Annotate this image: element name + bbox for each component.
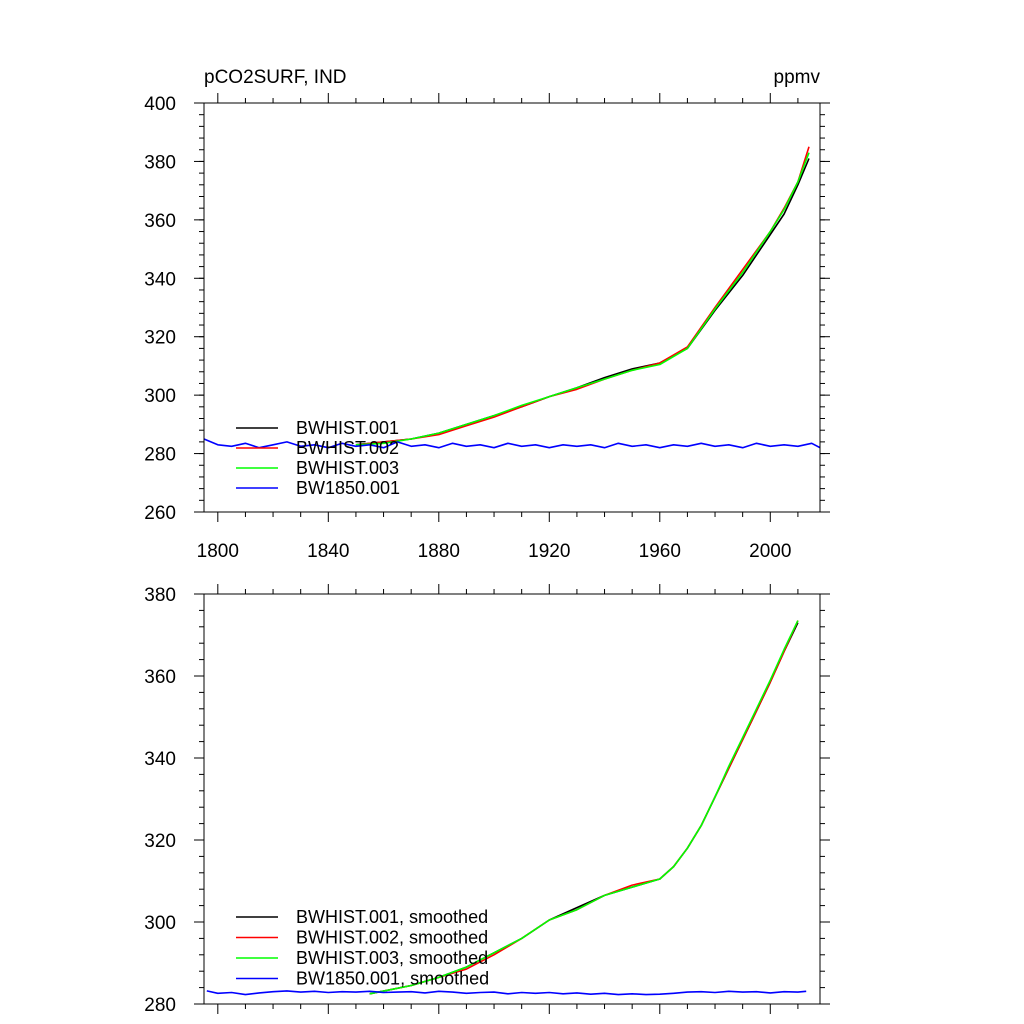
x-tick-label: 1920 xyxy=(528,541,570,562)
y-tick-label: 340 xyxy=(144,749,176,770)
chart-title-left: pCO2SURF, IND xyxy=(204,67,347,88)
series-line-4 xyxy=(204,438,820,449)
series-line-3 xyxy=(369,620,799,995)
x-tick-label: 2000 xyxy=(749,541,791,562)
series-line-1 xyxy=(355,158,810,446)
legend-label-4: BW1850.001 xyxy=(296,478,400,498)
y-tick-label: 400 xyxy=(144,94,176,115)
axes-frame xyxy=(203,593,821,1005)
x-tick-label: 1960 xyxy=(639,541,681,562)
x-tick-label: 1800 xyxy=(197,541,239,562)
y-tick-label: 300 xyxy=(144,386,176,407)
x-tick-label: 1840 xyxy=(307,541,349,562)
y-tick-label: 300 xyxy=(144,913,176,934)
legend-label-1: BWHIST.001 xyxy=(296,418,399,438)
y-tick-label: 320 xyxy=(144,831,176,852)
x-tick-label: 1880 xyxy=(418,541,460,562)
y-tick-label: 260 xyxy=(144,503,176,524)
series-line-3 xyxy=(355,152,810,446)
plot-area xyxy=(204,146,820,449)
legend-label-4: BW1850.001, smoothed xyxy=(296,969,489,989)
y-tick-label: 380 xyxy=(144,585,176,606)
y-tick-label: 320 xyxy=(144,328,176,349)
y-tick-label: 280 xyxy=(144,445,176,466)
axes-frame xyxy=(203,102,821,513)
legend-label-3: BWHIST.003 xyxy=(296,458,399,478)
series-line-2 xyxy=(355,146,810,446)
legend-label-2: BWHIST.002 xyxy=(296,438,399,458)
y-tick-label: 360 xyxy=(144,211,176,232)
series-line-4 xyxy=(206,990,807,996)
y-tick-label: 380 xyxy=(144,152,176,173)
legend-label-2: BWHIST.002, smoothed xyxy=(296,928,488,948)
top-panel: pCO2SURF, IND ppmv 260 280 300 320 340 360 380… xyxy=(144,67,830,562)
y-tick-label: 360 xyxy=(144,667,176,688)
y-tick-label: 280 xyxy=(144,995,176,1016)
plot-area xyxy=(206,620,807,996)
legend-label-1: BWHIST.001, smoothed xyxy=(296,907,488,927)
chart-title-right: ppmv xyxy=(774,67,821,88)
y-tick-label: 340 xyxy=(144,269,176,290)
legend-label-3: BWHIST.003, smoothed xyxy=(296,948,488,968)
